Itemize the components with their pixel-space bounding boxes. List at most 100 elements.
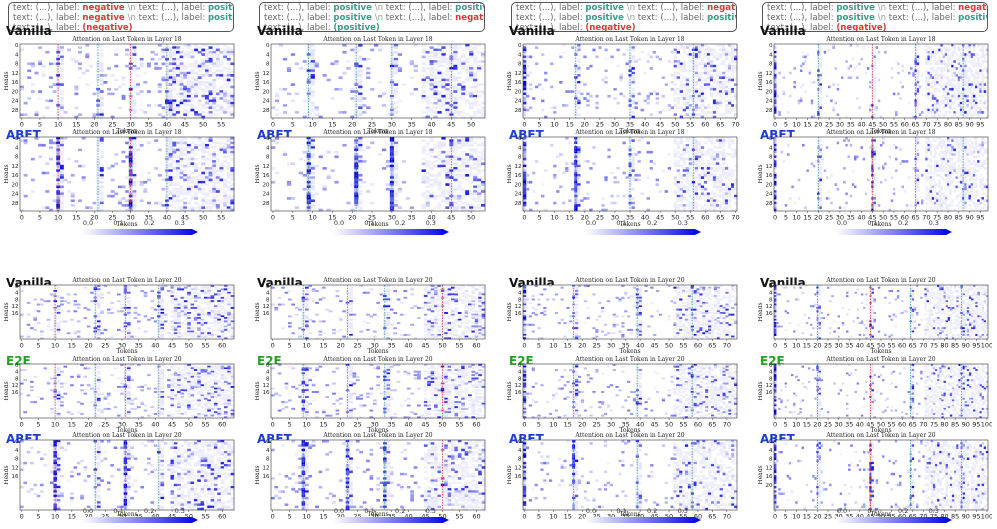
heatmap-cell bbox=[429, 148, 434, 152]
heatmap-cell bbox=[125, 155, 130, 159]
heatmap-cell bbox=[401, 180, 407, 184]
heatmap-cell bbox=[433, 160, 438, 163]
heatmap-cell bbox=[310, 62, 315, 66]
heatmap-cell bbox=[774, 85, 777, 89]
heatmap-cell bbox=[358, 208, 363, 212]
heatmap-cell bbox=[457, 62, 462, 66]
heatmap-cell bbox=[393, 94, 399, 98]
heatmap-cell bbox=[694, 167, 699, 170]
heatmap-cell bbox=[685, 94, 690, 98]
heatmap-cell bbox=[721, 87, 726, 91]
heatmap-cell bbox=[957, 57, 961, 61]
heatmap-cell bbox=[718, 53, 723, 56]
heatmap-cell bbox=[393, 60, 399, 63]
heatmap-cell bbox=[972, 104, 976, 107]
heatmap-cell bbox=[358, 180, 363, 184]
heatmap-cell bbox=[957, 83, 961, 86]
heatmap-cell bbox=[679, 197, 684, 200]
heatmap-cell bbox=[944, 111, 948, 114]
heatmap-cell bbox=[393, 146, 399, 149]
heatmap-cell bbox=[622, 171, 626, 175]
heatmap-cell bbox=[59, 192, 64, 196]
heatmap-cell bbox=[477, 192, 482, 196]
x-tick-label: 35 bbox=[408, 214, 416, 222]
heatmap-cell bbox=[927, 137, 930, 140]
heatmap-cell bbox=[964, 62, 967, 66]
heatmap-cell bbox=[208, 190, 213, 193]
heatmap-cell bbox=[676, 92, 681, 96]
heatmap-cell bbox=[916, 106, 920, 110]
heatmap-cell bbox=[685, 180, 690, 184]
heatmap-cell bbox=[393, 90, 399, 93]
heatmap-cell bbox=[190, 87, 195, 91]
heatmap-cell bbox=[175, 69, 180, 73]
heatmap-cell bbox=[916, 78, 920, 82]
heatmap-cell bbox=[194, 169, 199, 172]
heatmap-cell bbox=[465, 71, 470, 75]
heatmap-cell bbox=[318, 115, 323, 119]
heatmap-cell bbox=[791, 185, 794, 189]
heatmap-cell bbox=[212, 50, 217, 54]
heatmap-cell bbox=[469, 208, 474, 212]
heatmap-cell bbox=[819, 99, 822, 103]
heatmap-cell bbox=[966, 104, 969, 107]
heatmap-cell bbox=[59, 160, 64, 163]
heatmap-cell bbox=[132, 176, 137, 179]
heatmap-cell bbox=[179, 101, 184, 105]
heatmap-cell bbox=[942, 53, 946, 56]
heatmap-cell bbox=[523, 194, 527, 198]
heatmap-cell bbox=[338, 111, 343, 114]
heatmap-cell bbox=[425, 180, 430, 184]
heatmap-cell bbox=[186, 74, 191, 77]
heatmap-cell bbox=[271, 106, 276, 110]
heatmap-cell bbox=[851, 57, 855, 61]
heatmap-cell bbox=[389, 167, 395, 170]
heatmap-cell bbox=[631, 153, 635, 156]
heatmap-cell bbox=[230, 92, 235, 96]
prompt-text: text: (...), label: bbox=[888, 3, 959, 13]
heatmap-cell bbox=[274, 171, 280, 175]
heatmap-cell bbox=[457, 57, 462, 61]
heatmap-cell bbox=[219, 74, 224, 77]
heatmap-cell bbox=[183, 204, 188, 207]
heatmap-cell bbox=[437, 48, 442, 52]
heatmap-cell bbox=[350, 90, 355, 93]
heatmap-cell bbox=[951, 83, 954, 86]
heatmap-cell bbox=[715, 106, 720, 110]
heatmap-cell bbox=[481, 108, 486, 112]
heatmap-cell bbox=[204, 183, 209, 186]
heatmap-cell bbox=[56, 183, 61, 186]
heatmap-cell bbox=[92, 113, 97, 116]
heatmap-cell bbox=[219, 187, 224, 191]
heatmap-cell bbox=[461, 137, 466, 140]
heatmap-cell bbox=[186, 83, 191, 86]
heatmap-cell bbox=[574, 87, 578, 91]
label-positive: positive bbox=[958, 13, 987, 23]
heatmap-cell bbox=[727, 67, 732, 70]
heatmap-cell bbox=[676, 78, 681, 82]
heatmap-cell bbox=[983, 55, 987, 59]
heatmap-cell bbox=[208, 146, 213, 149]
heatmap-cell bbox=[685, 143, 690, 147]
heatmap-cell bbox=[946, 83, 950, 86]
heatmap-cell bbox=[201, 183, 206, 186]
heatmap-cell bbox=[936, 48, 939, 52]
heatmap-cell bbox=[830, 201, 833, 205]
heatmap-cell bbox=[469, 101, 474, 105]
heatmap-cell bbox=[730, 104, 735, 107]
heatmap-cell bbox=[350, 183, 355, 186]
heatmap-cell bbox=[703, 192, 708, 196]
heatmap-cell bbox=[165, 199, 170, 203]
heatmap-cell bbox=[877, 204, 881, 207]
heatmap-cell bbox=[931, 48, 935, 52]
heatmap-cell bbox=[836, 83, 840, 86]
x-tick-label: 0 bbox=[20, 121, 24, 129]
heatmap-cell bbox=[477, 150, 482, 154]
heatmap-cell bbox=[688, 60, 693, 63]
heatmap-cell bbox=[697, 176, 702, 179]
heatmap-cell bbox=[302, 60, 307, 63]
heatmap-cell bbox=[445, 192, 450, 196]
heatmap-cell bbox=[849, 44, 853, 47]
heatmap-cell bbox=[972, 94, 976, 98]
heatmap-cell bbox=[453, 208, 458, 212]
